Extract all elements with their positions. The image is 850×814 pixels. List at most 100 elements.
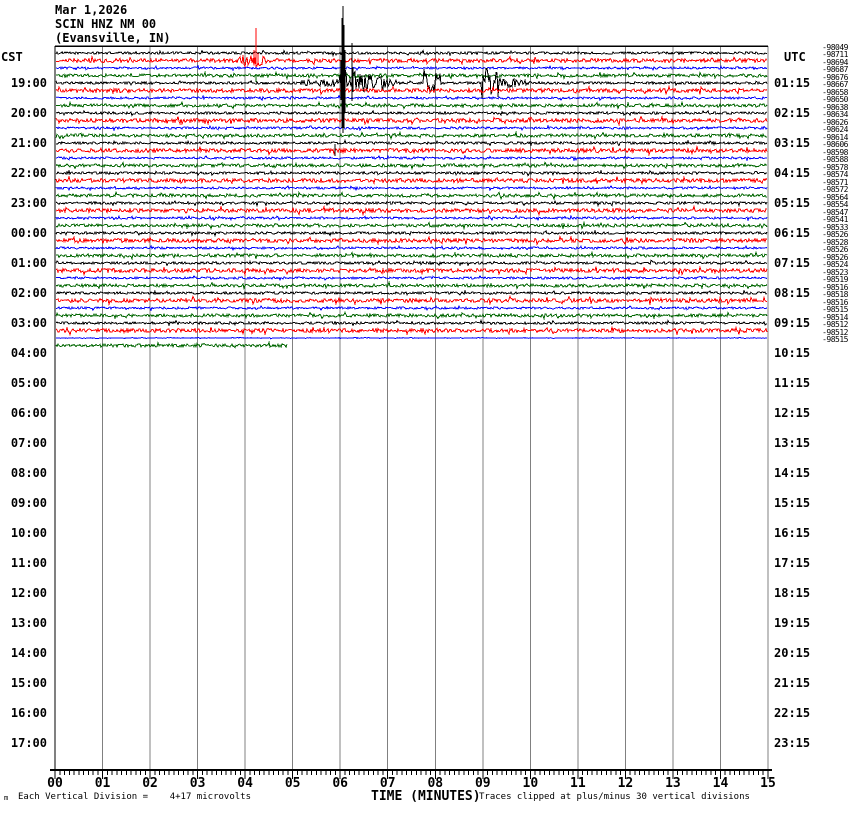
seismo-trace-row [55,234,768,247]
hour-label-utc: 18:15 [774,586,811,600]
trace-bias-number: -98572 [822,185,848,194]
hour-label-cst: 10:00 [10,526,47,540]
trace-bias-number: -98515 [822,335,848,344]
seismo-trace-row [55,204,768,217]
trace-bias-number: -98564 [822,192,848,202]
hour-label-cst: 00:00 [10,226,47,240]
seismo-trace-row [55,94,768,102]
left-timezone-label: CST [1,50,23,64]
trace-bias-number: -98687 [822,65,848,74]
hour-label-cst: 20:00 [10,106,47,120]
hour-label-utc: 07:15 [774,256,811,270]
hour-label-cst: 14:00 [10,646,47,660]
clip-note: Traces clipped at plus/minus 30 vertical… [479,792,750,802]
header-date: Mar 1,2026 [55,3,128,17]
trace-bias-number: -98526 [822,245,848,254]
minute-tick-label: 11 [570,776,586,791]
trace-bias-number: -98667 [822,80,848,89]
trace-bias-number: -98676 [822,72,848,82]
corner-glyph: m [4,794,9,802]
seismo-trace-row [55,175,768,186]
seismo-trace-row [56,154,768,162]
trace-bias-number: -98547 [822,207,848,217]
right-timezone-label: UTC [784,50,806,64]
minute-tick-label: 01 [94,776,111,791]
trace-bias-number: -98658 [822,87,848,97]
trace-bias-number: -98571 [822,177,848,187]
seismo-trace-row [56,70,768,81]
hour-label-cst: 12:00 [10,586,47,600]
hour-label-utc: 22:15 [774,706,811,720]
minute-tick-label: 08 [427,776,444,791]
hour-label-utc: 21:15 [774,676,811,690]
trace-bias-number: -98528 [822,237,848,247]
minute-tick-label: 06 [332,776,349,791]
seismo-trace-row [55,274,768,281]
seismo-trace-row [55,289,768,296]
trace-bias-number: -98516 [822,282,848,292]
hour-label-utc: 03:15 [774,136,811,150]
seismo-trace-row [55,109,768,117]
trace-bias-number: -98650 [822,95,848,104]
trace-bias-number: -98516 [822,297,848,307]
minute-tick-label: 00 [47,776,63,791]
hour-label-cst: 11:00 [10,556,47,570]
trace-bias-number: -98554 [822,200,848,209]
trace-bias-number: -98518 [822,290,848,299]
seismo-trace-row [56,304,768,312]
seismo-trace-row [55,161,768,171]
hour-label-cst: 03:00 [10,316,47,330]
seismo-trace-row [55,184,768,192]
trace-bias-number: -98598 [822,147,848,157]
trace-bias-number: -98512 [822,327,848,337]
trace-bias-number: -98574 [822,170,848,179]
seismo-trace-row [55,244,768,252]
minute-tick-label: 14 [712,776,729,791]
minute-tick-label: 13 [665,776,681,791]
hour-label-cst: 19:00 [10,76,47,90]
division-note: Each Vertical Division = 4+17 microvolts [18,792,251,802]
hour-label-utc: 11:15 [774,376,811,390]
hour-label-cst: 01:00 [10,256,47,270]
hour-label-utc: 12:15 [774,406,811,420]
seismo-trace-row [55,319,767,327]
trace-bias-number: -98526 [822,252,848,262]
seismo-trace-row [55,190,768,201]
minute-tick-label: 12 [617,776,634,791]
seismo-trace-row [55,130,768,141]
hour-label-utc: 06:15 [774,226,811,240]
trace-bias-number: -98514 [822,312,848,322]
seismo-trace-row [55,311,768,321]
trace-bias-number: -98523 [822,267,848,277]
hour-label-utc: 10:15 [774,346,811,360]
hour-label-utc: 04:15 [774,166,811,180]
seismo-trace-row [55,114,768,127]
hour-label-cst: 02:00 [10,286,47,300]
seismo-trace-row [55,144,768,157]
trace-bias-number: -98634 [822,110,848,119]
seismo-trace-row [55,259,768,267]
trace-bias-number: -98515 [822,305,848,314]
minute-tick-label: 02 [142,776,158,791]
hour-label-utc: 08:15 [774,286,811,300]
hour-label-cst: 07:00 [10,436,47,450]
hour-label-cst: 16:00 [10,706,47,720]
seismo-trace-row [55,214,768,222]
trace-bias-number: -98606 [822,140,848,149]
hour-label-utc: 16:15 [774,526,811,540]
seismo-trace-row [55,54,768,68]
trace-bias-number: -98626 [822,117,848,127]
hour-label-cst: 21:00 [10,136,47,150]
seismo-trace-row [55,100,768,111]
minute-tick-label: 09 [474,776,491,791]
x-axis-title: TIME (MINUTES) [371,789,481,804]
hour-label-cst: 06:00 [10,406,47,420]
seismo-trace-row [55,67,768,100]
hour-label-utc: 23:15 [774,736,811,750]
hour-label-cst: 09:00 [10,496,47,510]
hour-label-cst: 13:00 [10,616,47,630]
hour-label-utc: 01:15 [774,76,811,90]
